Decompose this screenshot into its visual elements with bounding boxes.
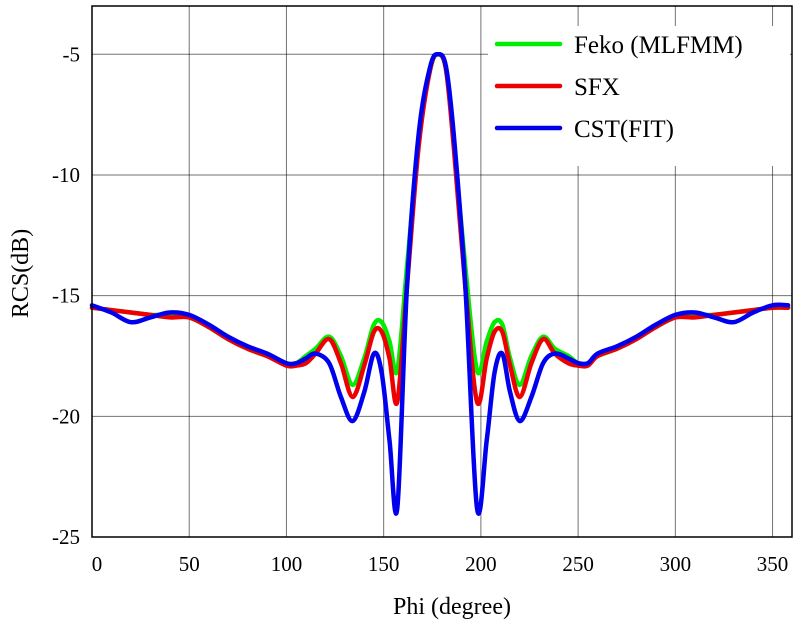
x-tick-label-100: 100 [271, 552, 303, 576]
legend-label-sfx: SFX [574, 74, 620, 101]
legend-background [488, 26, 790, 166]
y-tick-label-minus10: -10 [52, 163, 80, 187]
y-tick-label-minus15: -15 [52, 284, 80, 308]
legend-label-feko: Feko (MLFMM) [574, 32, 743, 59]
y-tick-labels: -25 -20 -15 -10 -5 [52, 42, 80, 549]
series-lines [89, 52, 791, 516]
plot-frame [91, 5, 793, 538]
x-tick-labels: 0 50 100 150 200 250 300 350 [92, 552, 789, 576]
x-tick-label-0: 0 [92, 552, 103, 576]
legend-label-cst: CST(FIT) [574, 116, 674, 143]
x-tick-label-300: 300 [660, 552, 692, 576]
y-tick-label-minus5: -5 [63, 42, 81, 66]
y-tick-label-minus25: -25 [52, 525, 80, 549]
legend: Feko (MLFMM) SFX CST(FIT) [488, 26, 790, 166]
x-tick-label-150: 150 [368, 552, 400, 576]
x-tick-label-350: 350 [757, 552, 789, 576]
x-tick-label-50: 50 [179, 552, 200, 576]
x-axis-title: Phi (degree) [393, 594, 511, 620]
series-line-cst [89, 52, 791, 516]
y-axis-title: RCS(dB) [8, 229, 34, 318]
y-tick-label-minus20: -20 [52, 404, 80, 428]
x-tick-label-200: 200 [465, 552, 497, 576]
x-tick-label-250: 250 [562, 552, 594, 576]
